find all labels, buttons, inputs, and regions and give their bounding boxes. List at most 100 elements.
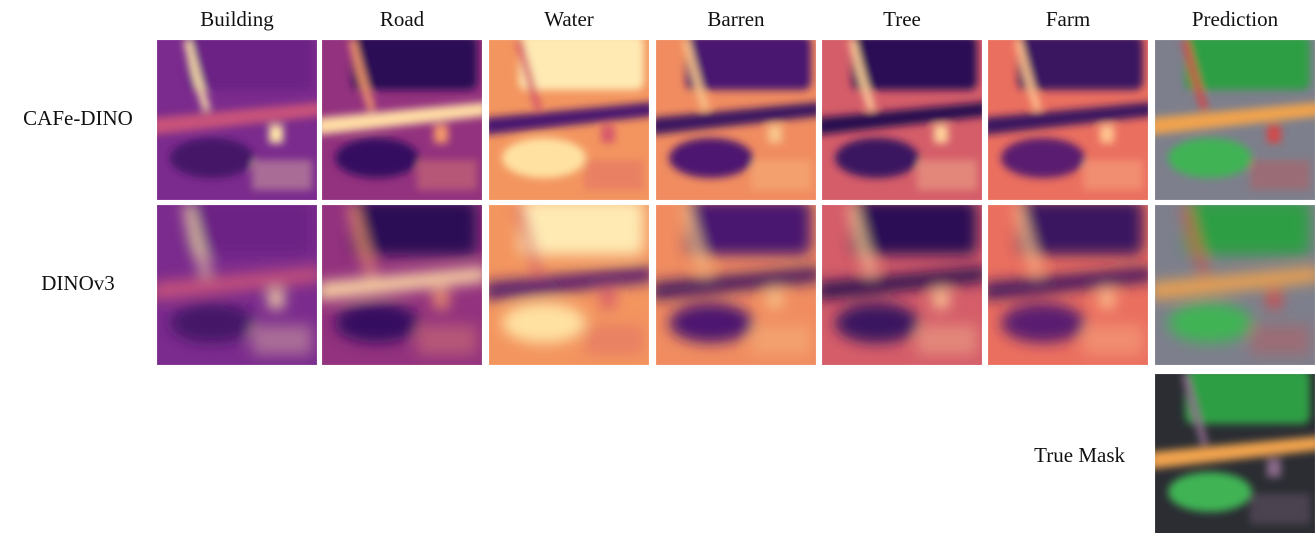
- pond: [669, 138, 753, 178]
- tile-content: [317, 35, 487, 200]
- patch: [1250, 494, 1310, 524]
- field: [1185, 369, 1310, 424]
- pond: [502, 303, 586, 343]
- field: [1185, 200, 1310, 255]
- column-header: Tree: [883, 7, 921, 31]
- pond: [1001, 138, 1085, 178]
- building: [434, 290, 448, 308]
- building: [934, 290, 948, 308]
- tile: [983, 200, 1153, 365]
- patch: [417, 160, 477, 190]
- pond: [335, 138, 419, 178]
- tile: [817, 200, 987, 365]
- pond: [669, 303, 753, 343]
- true-mask-label: True Mask: [1034, 443, 1125, 467]
- patch: [751, 160, 811, 190]
- tile: [1150, 369, 1315, 533]
- patch: [252, 160, 312, 190]
- patch: [252, 325, 312, 355]
- field: [1185, 35, 1310, 90]
- patch: [1250, 160, 1310, 190]
- field: [1018, 200, 1143, 255]
- building: [269, 125, 283, 143]
- tile: [817, 35, 987, 200]
- field: [519, 200, 644, 255]
- column-header: Water: [544, 7, 594, 31]
- building: [1267, 290, 1281, 308]
- pond: [502, 138, 586, 178]
- tile-content: [152, 200, 322, 365]
- patch: [584, 160, 644, 190]
- tile-content: [817, 35, 987, 200]
- field: [352, 200, 477, 255]
- column-header: Barren: [707, 7, 765, 31]
- row-label: CAFe-DINO: [23, 106, 133, 130]
- tile: [1150, 35, 1315, 200]
- tile-content: [152, 35, 322, 200]
- field: [686, 35, 811, 90]
- tile: [983, 35, 1153, 200]
- patch: [1083, 325, 1143, 355]
- tile-content: [484, 35, 654, 200]
- tile-content: [1150, 200, 1315, 365]
- building: [768, 290, 782, 308]
- patch: [751, 325, 811, 355]
- patch: [417, 325, 477, 355]
- building: [434, 125, 448, 143]
- field: [852, 200, 977, 255]
- pond: [1168, 472, 1252, 512]
- building: [1100, 290, 1114, 308]
- row-label: DINOv3: [41, 271, 115, 295]
- tile: [484, 35, 654, 200]
- patch: [1250, 325, 1310, 355]
- patch: [917, 160, 977, 190]
- patch: [1083, 160, 1143, 190]
- pond: [170, 303, 254, 343]
- building: [934, 125, 948, 143]
- tile-content: [1150, 35, 1315, 200]
- field: [187, 200, 312, 255]
- building: [601, 125, 615, 143]
- tile: [651, 200, 821, 365]
- column-header: Building: [200, 7, 274, 31]
- pond: [835, 138, 919, 178]
- pond: [1168, 303, 1252, 343]
- pond: [170, 138, 254, 178]
- building: [269, 290, 283, 308]
- figure: CAFe-DINO DINOv3 True Mask Building Road W…: [0, 0, 1315, 533]
- column-header: Prediction: [1192, 7, 1279, 31]
- building: [1267, 125, 1281, 143]
- patch: [584, 325, 644, 355]
- field: [187, 35, 312, 90]
- field: [1018, 35, 1143, 90]
- building: [601, 290, 615, 308]
- pond: [835, 303, 919, 343]
- tile: [484, 200, 654, 365]
- tile: [317, 35, 487, 200]
- tile: [152, 35, 322, 200]
- building: [1100, 125, 1114, 143]
- tile: [317, 200, 487, 365]
- field: [519, 35, 644, 90]
- tile: [651, 35, 821, 200]
- tile-content: [651, 200, 821, 365]
- pond: [1001, 303, 1085, 343]
- tile-content: [317, 200, 487, 365]
- pond: [335, 303, 419, 343]
- tile-content: [484, 200, 654, 365]
- pond: [1168, 138, 1252, 178]
- tile-content: [983, 200, 1153, 365]
- tile-content: [817, 200, 987, 365]
- patch: [917, 325, 977, 355]
- column-header: Road: [380, 7, 425, 31]
- tile-content: [983, 35, 1153, 200]
- tile: [1150, 200, 1315, 365]
- column-header: Farm: [1046, 7, 1090, 31]
- tile: [152, 200, 322, 365]
- field: [686, 200, 811, 255]
- field: [852, 35, 977, 90]
- tile-content: [1150, 369, 1315, 533]
- field: [352, 35, 477, 90]
- tile-content: [651, 35, 821, 200]
- building: [768, 125, 782, 143]
